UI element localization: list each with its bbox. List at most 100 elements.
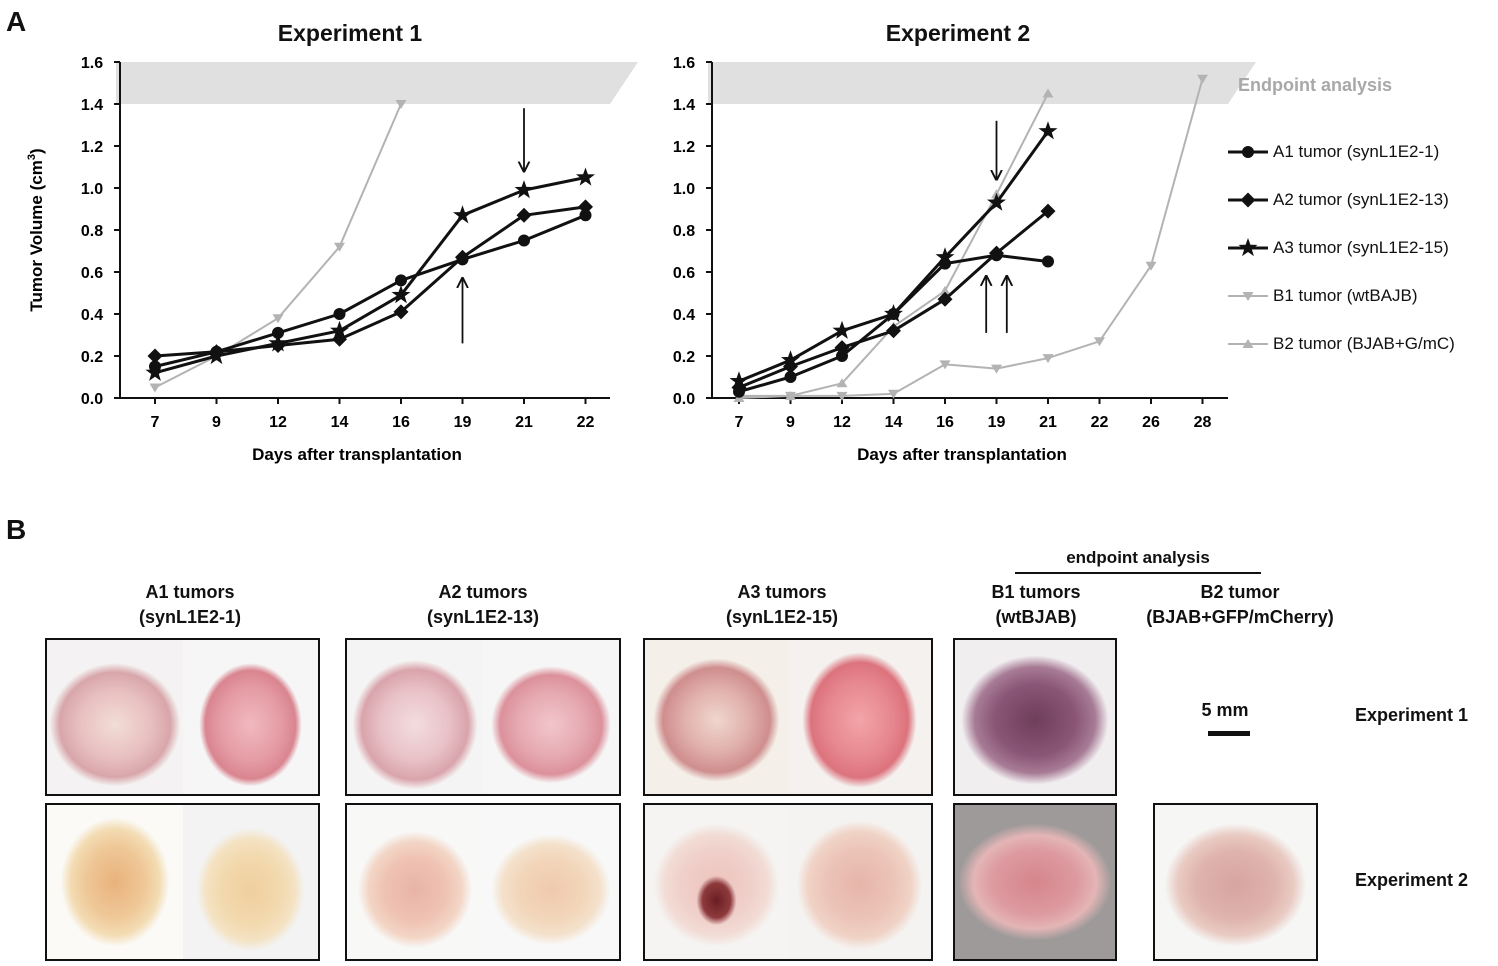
- x-tick-label: 14: [331, 414, 349, 431]
- data-point: [1042, 354, 1054, 364]
- x-tick-label: 9: [786, 414, 795, 431]
- y-tick-label: 1.0: [673, 181, 695, 198]
- tumor-photo: [483, 805, 619, 959]
- chart-2-title: Experiment 2: [885, 20, 1031, 46]
- data-point: [395, 274, 407, 287]
- x-tick-label: 16: [936, 414, 954, 431]
- legend-label: B1 tumor (wtBAJB): [1273, 286, 1418, 305]
- data-point: [272, 314, 284, 324]
- tumor-photo: [788, 640, 931, 794]
- y-tick-label: 0.2: [81, 349, 103, 366]
- data-point: [333, 308, 346, 320]
- legend-label: A2 tumor (synL1E2-13): [1273, 190, 1449, 209]
- series-line: [154, 176, 586, 375]
- x-tick-label: 22: [1091, 414, 1109, 431]
- y-tick-label: 0.8: [81, 223, 103, 240]
- photo-a3-exp1: [643, 638, 933, 796]
- tumor-photo: [47, 805, 183, 959]
- data-point: [579, 209, 592, 222]
- data-point: [832, 320, 852, 339]
- legend-swatch: [1228, 146, 1268, 158]
- endpoint-header-rule: [1015, 572, 1261, 574]
- data-point: [939, 360, 951, 370]
- data-point: [884, 304, 903, 323]
- data-point: [836, 378, 848, 388]
- data-point: [836, 350, 848, 362]
- data-point: [272, 326, 284, 339]
- data-point: [514, 180, 534, 199]
- data-point: [395, 100, 407, 109]
- tumor-photo: [955, 805, 1115, 959]
- caption-a1: A1 tumors (synL1E2-1): [138, 582, 242, 627]
- legend-swatch: [1228, 292, 1268, 301]
- data-point: [516, 207, 532, 223]
- y-tick-label: 0.4: [673, 307, 695, 324]
- endpoint-analysis-label: Endpoint analysis: [1238, 75, 1393, 95]
- series-diamond: [731, 203, 1056, 395]
- legend-label: A1 tumor (synL1E2-1): [1273, 142, 1440, 161]
- chart-1-title: Experiment 1: [277, 20, 423, 46]
- data-point: [937, 291, 953, 307]
- y-tick-label: 0.8: [673, 223, 695, 240]
- data-point: [836, 391, 848, 401]
- y-tick-label: 1.2: [81, 139, 103, 156]
- scale-bar: [1208, 731, 1250, 736]
- legend-item: A3 tumor (synL1E2-15): [1226, 234, 1498, 262]
- photo-b1-exp2: [953, 803, 1117, 961]
- endpoint-band: [116, 62, 638, 104]
- x-tick-label: 14: [885, 414, 903, 431]
- data-point: [991, 364, 1002, 374]
- y-tick-label: 1.4: [673, 97, 695, 114]
- data-point: [1042, 88, 1054, 98]
- y-tick-label: 1.2: [673, 139, 695, 156]
- data-point: [939, 285, 951, 295]
- row-label-experiment-2: Experiment 2: [1355, 870, 1469, 890]
- row-label-experiment-1: Experiment 1: [1355, 705, 1469, 725]
- data-point: [207, 346, 226, 365]
- x-tick-label: 7: [151, 414, 160, 431]
- data-point: [886, 323, 901, 339]
- legend-item: A2 tumor (synL1E2-13): [1226, 186, 1498, 214]
- tumor-photo: [347, 640, 483, 794]
- legend-marker: [1242, 339, 1254, 348]
- legend-marker: [1240, 192, 1256, 208]
- x-tick-label: 22: [577, 414, 595, 431]
- data-point: [987, 192, 1006, 211]
- y-tick-label: 0.4: [81, 307, 103, 324]
- endpoint-header: endpoint analysis: [1066, 548, 1210, 567]
- y-tick-label: 1.6: [81, 55, 103, 72]
- data-point: [145, 362, 165, 381]
- tumor-photo: [182, 640, 318, 794]
- experiment-1-chart: 0.0 0.2 0.4 0.6 0.8 1.0 1.2 1.4 1.6 7 9 12 14 16 19 21 2…: [81, 55, 638, 464]
- y-tick-label: 0.6: [81, 265, 103, 282]
- legend-item: B2 tumor (BJAB+G/mC): [1226, 330, 1498, 358]
- photo-a1-exp2: [45, 803, 320, 961]
- series-star: [145, 167, 595, 381]
- caption-b1: B1 tumors (wtBJAB): [991, 582, 1081, 627]
- legend-swatch: [1228, 339, 1268, 348]
- x-tick-label: 19: [454, 414, 472, 431]
- data-point: [268, 333, 288, 352]
- legend-swatch: [1228, 238, 1268, 257]
- data-point: [334, 242, 345, 252]
- photo-b1-exp1: [953, 638, 1117, 796]
- data-point: [330, 320, 349, 339]
- growth-charts: 0.0 0.2 0.4 0.6 0.8 1.0 1.2 1.4 1.6 7 9 12 14 16 19 21 2…: [26, 55, 1256, 464]
- y-tick-label: 1.6: [673, 55, 695, 72]
- y-axis-label: Tumor Volume (cm3): [26, 148, 46, 311]
- x-axis-label: Days after transplantation: [857, 445, 1067, 464]
- x-tick-label: 9: [212, 414, 221, 431]
- y-tick-label: 1.0: [81, 181, 103, 198]
- legend-label: B2 tumor (BJAB+G/mC): [1273, 334, 1455, 353]
- x-tick-label: 21: [515, 414, 533, 431]
- panel-b-label: B: [6, 514, 27, 545]
- data-point: [888, 389, 899, 399]
- x-tick-label: 12: [269, 414, 287, 431]
- data-point: [785, 390, 796, 400]
- scale-bar-label: 5 mm: [1201, 700, 1249, 720]
- experiment-2-chart: 0.0 0.2 0.4 0.6 0.8 1.0 1.2 1.4 1.6 7 9 12 14 16 19 21 2…: [673, 55, 1256, 464]
- series-line: [154, 205, 586, 358]
- y-tick-label: 0.6: [673, 265, 695, 282]
- data-point: [576, 167, 595, 186]
- tumor-photo: [645, 640, 788, 794]
